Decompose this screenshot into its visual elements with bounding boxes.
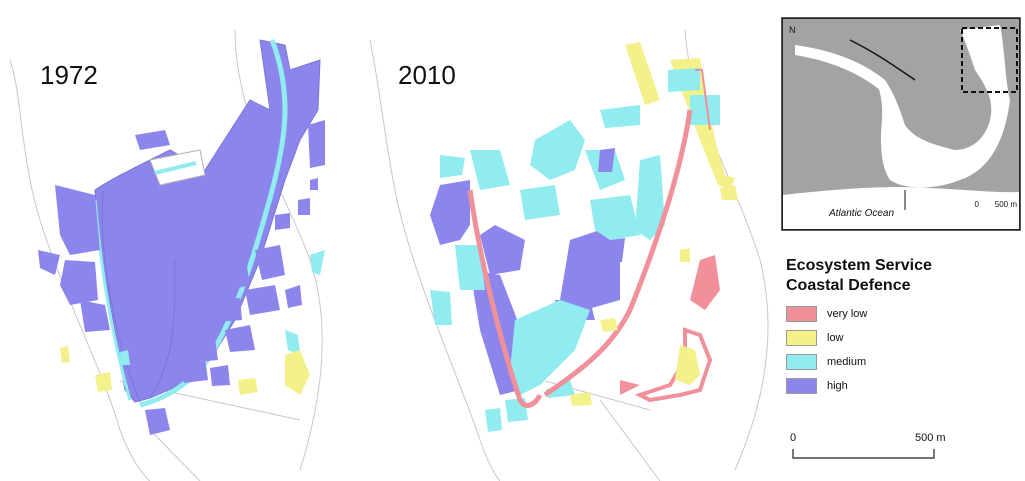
legend-item-medium: medium <box>786 353 866 371</box>
legend-label: high <box>827 380 848 392</box>
scale-bar-end: 500 m <box>915 432 946 444</box>
legend-swatch <box>786 330 817 346</box>
scale-bar <box>792 449 935 459</box>
legend-item-very-low: very low <box>786 305 867 323</box>
map-year-2010: 2010 <box>398 60 456 90</box>
inset-frame: N Atlantic Ocean 0 500 m <box>782 18 1020 230</box>
legend-label: low <box>827 332 844 344</box>
map-1972 <box>9 29 325 481</box>
legend-swatch <box>786 306 817 322</box>
inset-scale-end: 500 m <box>994 200 1017 209</box>
legend-label: medium <box>827 356 867 368</box>
polygon-high-2010-left <box>430 180 470 245</box>
legend-title: Ecosystem Service Coastal Defence <box>786 256 932 296</box>
scale-bar-start: 0 <box>790 432 797 444</box>
legend-item-high: high <box>786 377 848 395</box>
legend-title-line1: Ecosystem Service <box>786 257 932 274</box>
legend-swatch <box>786 378 817 394</box>
legend-swatch <box>786 354 817 370</box>
inset-map <box>781 17 1021 231</box>
north-arrow-icon: N <box>789 25 796 35</box>
legend-item-low: low <box>786 329 844 347</box>
map-2010 <box>369 29 769 481</box>
inset-scale-start: 0 <box>974 200 979 209</box>
inset-ocean-label: Atlantic Ocean <box>829 208 895 219</box>
map-year-1972: 1972 <box>40 60 98 90</box>
legend-label: very low <box>827 308 868 320</box>
legend-title-line2: Coastal Defence <box>786 277 911 294</box>
